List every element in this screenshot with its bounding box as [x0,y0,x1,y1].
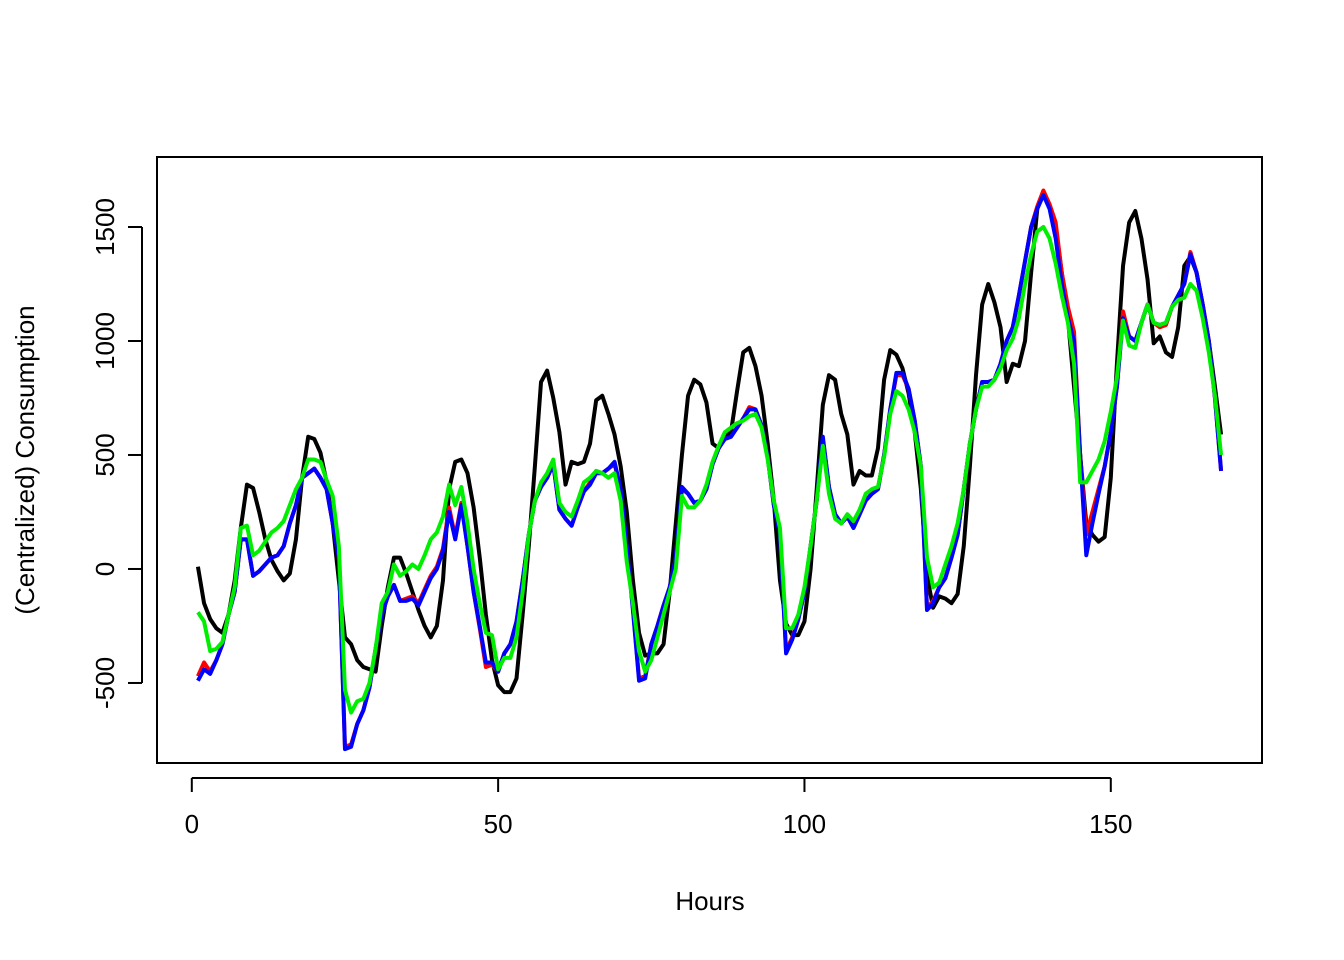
y-tick-label: 0 [90,562,120,576]
x-tick-label: 0 [185,809,199,839]
x-tick-label: 100 [783,809,826,839]
y-axis-label: (Centralized) Consumption [10,305,40,614]
x-tick-label: 150 [1089,809,1132,839]
series-line [195,190,1224,695]
y-tick-label: 1500 [90,198,120,256]
y-tick-label: -500 [90,657,120,709]
y-tick-label: 1000 [90,312,120,370]
plot-box [156,156,1263,764]
x-axis-label: Hours [675,886,744,916]
y-tick-label: 500 [90,433,120,476]
x-tick-label: 50 [484,809,513,839]
series-line [196,224,1224,715]
